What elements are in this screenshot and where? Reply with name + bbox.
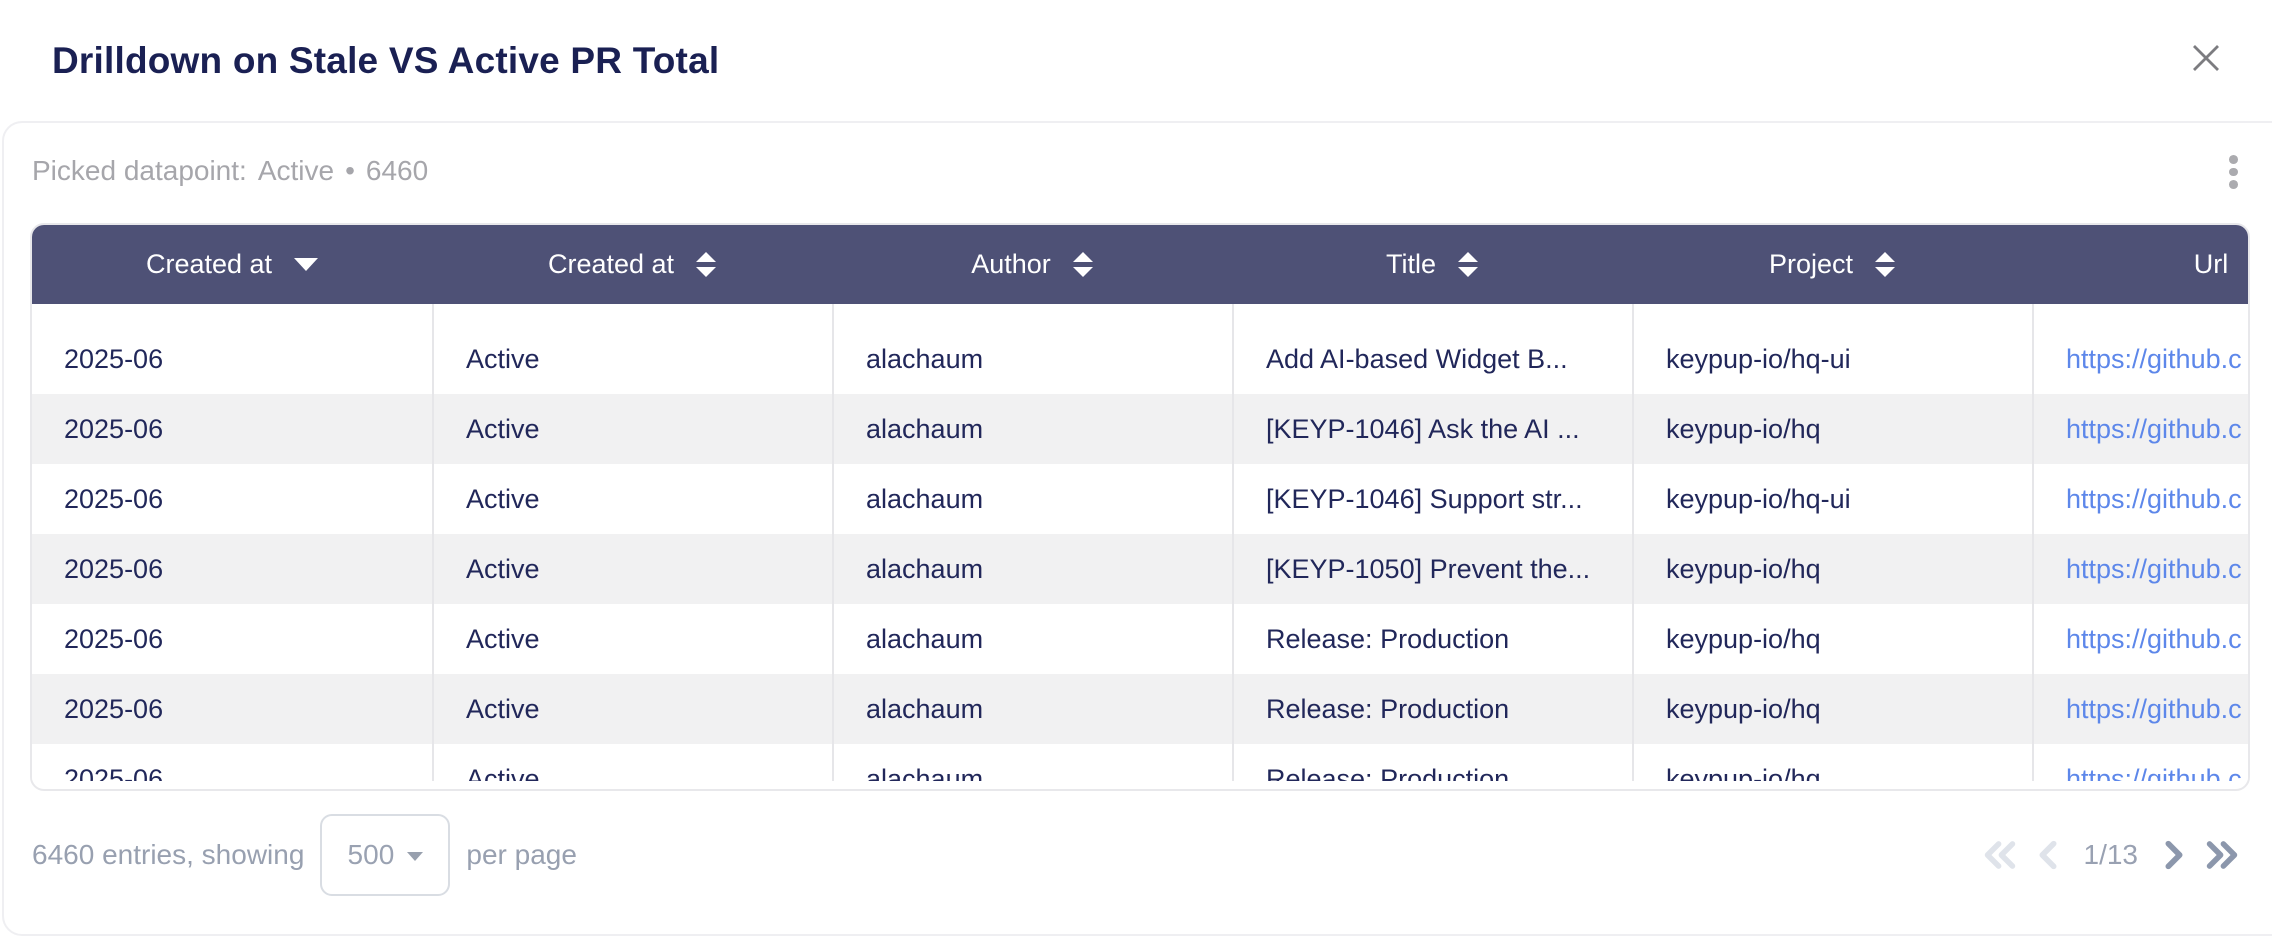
- page-size-select[interactable]: 500: [320, 813, 451, 896]
- table-cell: Active: [432, 534, 832, 604]
- table-cell: alachaum: [832, 674, 1232, 744]
- table-row: 2025-06 Active alachaum [KEYP-1046] Ask the…: [32, 394, 2248, 464]
- table-cell: 2025-06: [64, 343, 164, 374]
- url-cell: https://github.c: [2032, 744, 2248, 782]
- chevron-left-icon: [2039, 840, 2057, 869]
- url-link[interactable]: https://github.c: [2066, 553, 2242, 584]
- table-row: 2025-06 Active alachaum [KEYP-1046] Support…: [32, 464, 2248, 534]
- table-row: 2025-06 Active alachaum Release: Production…: [32, 674, 2248, 744]
- column-header-project[interactable]: Project: [1632, 225, 2032, 304]
- column-header-created-at-status[interactable]: Created at: [432, 225, 832, 304]
- chevrons-left-icon: [1984, 840, 2015, 869]
- chevrons-right-icon: [2206, 840, 2238, 869]
- close-icon: [2193, 45, 2219, 71]
- table-cell: Active: [432, 324, 832, 394]
- sort-both-icon: [1072, 252, 1093, 277]
- table-header: Created at Created at Author Title Proje…: [32, 225, 2248, 304]
- drilldown-panel: Picked datapoint: Active • 6460 Created …: [2, 121, 2272, 936]
- modal-header: Drilldown on Stale VS Active PR Total: [0, 0, 2272, 121]
- table-cell: [KEYP-1046] Support str...: [1232, 464, 1632, 534]
- modal-title: Drilldown on Stale VS Active PR Total: [52, 39, 720, 81]
- table-card: Created at Created at Author Title Proje…: [30, 223, 2250, 791]
- table-cell: Active: [432, 464, 832, 534]
- prev-page-button[interactable]: [2034, 838, 2062, 872]
- column-header-created-at-month[interactable]: Created at: [32, 225, 432, 304]
- table-cell: Release: Production: [1232, 604, 1632, 674]
- column-header-url[interactable]: Url: [2032, 225, 2248, 304]
- url-cell: https://github.c: [2032, 464, 2248, 534]
- url-link[interactable]: https://github.c: [2066, 623, 2242, 654]
- table-cell: Release: Production: [1232, 744, 1632, 781]
- url-link[interactable]: https://github.c: [2066, 343, 2242, 374]
- table-cell: alachaum: [832, 394, 1232, 464]
- url-link[interactable]: https://github.c: [2066, 413, 2242, 444]
- url-link[interactable]: https://github.c: [2066, 763, 2242, 782]
- table-cell: keypup-io/hq: [1632, 604, 2032, 674]
- table-body: 2025-06 Active alachaum Add AI-based Widget…: [32, 324, 2248, 782]
- table-cell: Active: [432, 604, 832, 674]
- chevron-right-icon: [2165, 840, 2183, 869]
- url-link[interactable]: https://github.c: [2066, 483, 2242, 514]
- table-cell: keypup-io/hq-ui: [1632, 464, 2032, 534]
- picked-datapoint-value: Active: [257, 155, 335, 186]
- pager: 1/13: [1980, 838, 2243, 872]
- table-cell: Active: [432, 394, 832, 464]
- table-cell: keypup-io/hq: [1632, 394, 2032, 464]
- kebab-menu-button[interactable]: [2219, 155, 2247, 190]
- next-page-button[interactable]: [2160, 838, 2188, 872]
- table-cell: alachaum: [832, 744, 1232, 781]
- entries-count-text: 6460 entries, showing: [32, 838, 305, 870]
- url-link[interactable]: https://github.c: [2066, 693, 2242, 724]
- table-cell: Release: Production: [1232, 674, 1632, 744]
- picked-datapoint: Picked datapoint: Active • 6460: [32, 155, 428, 187]
- table-row: 2025-06 Active alachaum [KEYP-1050] Prevent…: [32, 534, 2248, 604]
- table-row: 2025-06 Active alachaum Release: Production…: [32, 744, 2248, 782]
- table-cell: alachaum: [832, 534, 1232, 604]
- pagination-footer: 6460 entries, showing 500 per page 1/13: [4, 791, 2272, 918]
- kebab-icon: [2228, 155, 2238, 164]
- sort-desc-icon: [294, 258, 319, 271]
- chevron-down-icon: [407, 851, 424, 861]
- last-page-button[interactable]: [2202, 838, 2242, 872]
- url-cell: https://github.c: [2032, 324, 2248, 394]
- page-indicator: 1/13: [2083, 838, 2139, 870]
- table-cell: 2025-06: [64, 623, 164, 654]
- table-cell: 2025-06: [64, 483, 164, 514]
- table-cell: [KEYP-1046] Ask the AI ...: [1232, 394, 1632, 464]
- table-row: 2025-06 Active alachaum Release: Production…: [32, 604, 2248, 674]
- table-cell: Active: [432, 744, 832, 781]
- per-page-text: per page: [466, 838, 577, 870]
- sort-both-icon: [1875, 252, 1896, 277]
- table-cell: keypup-io/hq-ui: [1632, 324, 2032, 394]
- close-button[interactable]: [2184, 36, 2228, 80]
- table-scroll-area[interactable]: 2025-06 Active alachaum Add AI-based Widget…: [32, 304, 2248, 782]
- column-header-author[interactable]: Author: [832, 225, 1232, 304]
- separator-dot: •: [345, 155, 355, 186]
- url-cell: https://github.c: [2032, 604, 2248, 674]
- column-header-title[interactable]: Title: [1232, 225, 1632, 304]
- first-page-button[interactable]: [1980, 838, 2020, 872]
- url-cell: https://github.c: [2032, 534, 2248, 604]
- table-cell: keypup-io/hq: [1632, 674, 2032, 744]
- table-cell: keypup-io/hq: [1632, 744, 2032, 781]
- table-cell: 2025-06: [64, 413, 164, 444]
- sort-both-icon: [1458, 252, 1478, 277]
- table-cell: keypup-io/hq: [1632, 534, 2032, 604]
- table-row: 2025-06 Active alachaum Add AI-based Widget…: [32, 324, 2248, 394]
- url-cell: https://github.c: [2032, 394, 2248, 464]
- table-cell: Add AI-based Widget B...: [1232, 324, 1632, 394]
- table-spacer-row: [32, 304, 2248, 324]
- table-cell: Active: [432, 674, 832, 744]
- picked-datapoint-label: Picked datapoint:: [32, 155, 247, 186]
- url-cell: https://github.c: [2032, 674, 2248, 744]
- table-cell: alachaum: [832, 324, 1232, 394]
- table-cell: 2025-06: [64, 553, 164, 584]
- table-cell: [KEYP-1050] Prevent the...: [1232, 534, 1632, 604]
- table-cell: 2025-06: [64, 693, 164, 724]
- table-cell: alachaum: [832, 604, 1232, 674]
- table-cell: 2025-06: [64, 763, 164, 782]
- picked-datapoint-count: 6460: [365, 155, 429, 186]
- sort-both-icon: [696, 252, 717, 277]
- table-cell: alachaum: [832, 464, 1232, 534]
